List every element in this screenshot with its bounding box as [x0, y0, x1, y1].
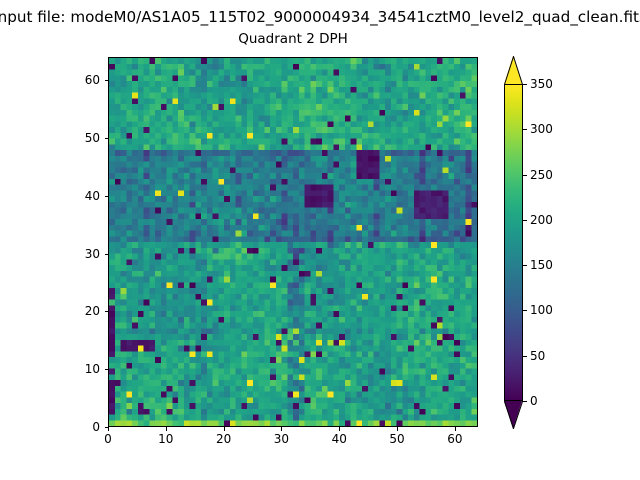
colorbar-tick-label: 200: [530, 212, 553, 227]
y-tick-mark: [104, 137, 108, 139]
y-tick-label: 0: [92, 420, 100, 434]
y-tick-label: 60: [84, 73, 100, 88]
colorbar-tick-mark: [523, 84, 527, 85]
colorbar-tick-label: 100: [530, 303, 553, 318]
x-tick-label: 0: [104, 432, 112, 446]
x-tick-label: 10: [158, 432, 174, 446]
colorbar-tick-mark: [523, 310, 527, 312]
y-tick-mark: [104, 253, 108, 255]
figure-suptitle: Input file: modeM0/AS1A05_115T02_9000004…: [0, 8, 640, 26]
figure-suptitle-clip: Input file: modeM0/AS1A05_115T02_9000004…: [0, 6, 640, 28]
x-tick-mark: [108, 427, 109, 431]
x-tick-label: 60: [447, 432, 463, 446]
colorbar-under-arrow: [504, 401, 522, 429]
colorbar-tick-label: 300: [530, 122, 553, 137]
x-tick-mark: [454, 427, 456, 431]
x-tick-label: 50: [389, 432, 405, 446]
colorbar-over-arrow: [504, 56, 522, 84]
colorbar-tick-mark: [523, 129, 527, 131]
y-tick-label: 50: [84, 130, 100, 145]
x-tick-mark: [397, 427, 399, 431]
y-tick-mark: [104, 427, 108, 428]
x-tick-mark: [165, 427, 167, 431]
colorbar-tick-mark: [523, 355, 527, 357]
colorbar-tick-mark: [523, 401, 527, 402]
y-tick-mark: [104, 369, 108, 371]
y-tick-label: 30: [84, 246, 100, 261]
x-tick-mark: [223, 427, 225, 431]
colorbar-tick-label: 150: [530, 258, 553, 273]
x-tick-mark: [339, 427, 341, 431]
colorbar-tick-label: 350: [530, 77, 553, 91]
colorbar[interactable]: 0 50 100 150 200 250 300 350: [504, 56, 624, 429]
colorbar-body: [504, 84, 523, 401]
y-tick-mark: [104, 80, 108, 82]
x-tick-label: 40: [331, 432, 347, 446]
x-tick-label: 20: [215, 432, 232, 446]
y-tick-mark: [104, 195, 108, 197]
x-tick-label: 30: [273, 432, 290, 446]
colorbar-gradient: [505, 85, 522, 400]
y-tick-label: 40: [84, 188, 100, 203]
colorbar-tick-mark: [523, 219, 527, 221]
y-tick-label: 20: [84, 304, 100, 319]
heatmap-image: [109, 58, 477, 426]
y-tick-label: 10: [84, 362, 100, 377]
axes-title: Quadrant 2 DPH: [238, 31, 348, 47]
colorbar-tick-label: 0: [530, 394, 538, 408]
y-tick-mark: [104, 311, 108, 313]
colorbar-tick-mark: [523, 174, 527, 176]
colorbar-tick-label: 250: [530, 167, 553, 182]
colorbar-tick-mark: [523, 265, 527, 267]
heatmap-axes[interactable]: [108, 57, 478, 427]
x-tick-mark: [281, 427, 283, 431]
colorbar-tick-label: 50: [530, 348, 546, 363]
